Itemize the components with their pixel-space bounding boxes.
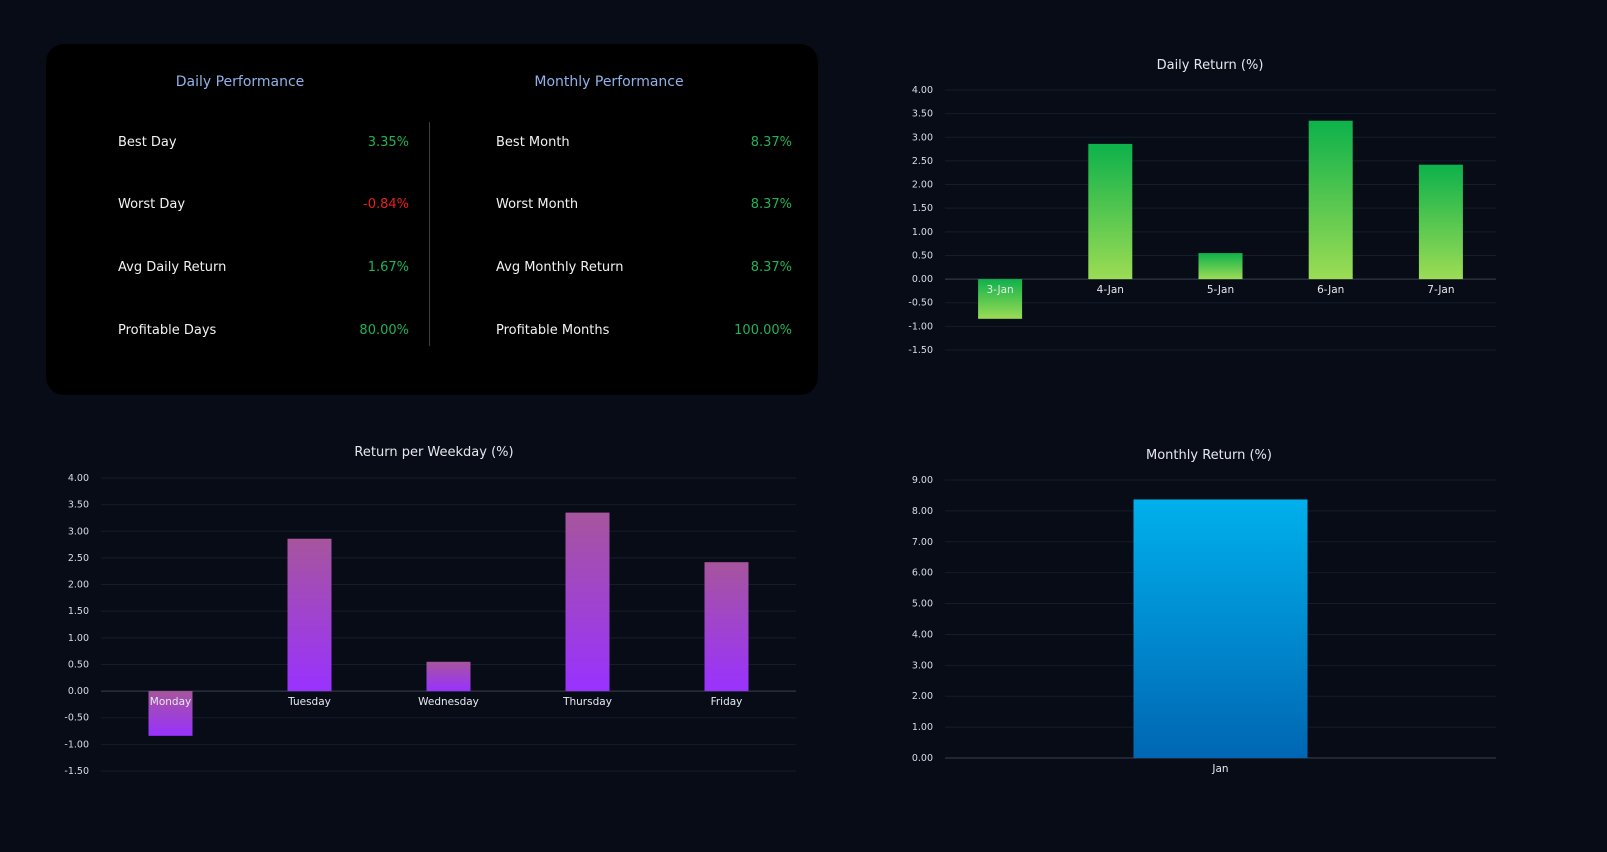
y-tick-label: 2.50 [68,553,89,564]
y-tick-label: 4.00 [912,85,933,96]
x-tick-label: 3-Jan [986,284,1013,296]
y-tick-label: -1.50 [908,345,933,356]
y-tick-label: 3.50 [912,109,933,120]
bar-5-jan[interactable] [1198,253,1243,280]
y-tick-label: 6.00 [912,568,933,579]
avg-monthly-return-value: 8.37% [750,260,792,275]
bar-4-jan[interactable] [1088,143,1133,280]
y-tick-label: -1.00 [64,739,89,750]
y-tick-label: 3.00 [68,526,89,537]
x-tick-label: 7-Jan [1427,284,1454,296]
bar-7-jan[interactable] [1418,164,1463,280]
y-tick-label: 4.00 [912,629,933,640]
y-tick-label: -0.50 [908,298,933,309]
x-tick-label: Jan [1211,763,1228,775]
profitable-months-label: Profitable Months [496,323,610,338]
bar-thursday[interactable] [565,512,610,692]
bar-6-jan[interactable] [1308,120,1353,280]
y-tick-label: -0.50 [64,713,89,724]
y-tick-label: 0.00 [912,274,933,285]
y-tick-label: -1.50 [64,766,89,777]
stats-divider [429,122,430,346]
bar-monday[interactable] [148,691,193,736]
y-tick-label: 2.00 [912,691,933,702]
y-tick-label: 2.00 [912,180,933,191]
worst-month-value: 8.37% [750,197,792,212]
performance-summary-card: Daily Performance Monthly Performance Be… [46,44,818,395]
avg-daily-return-value: 1.67% [367,260,409,275]
y-tick-label: 7.00 [912,537,933,548]
bar-tuesday[interactable] [287,538,332,692]
y-tick-label: -1.00 [908,321,933,332]
y-tick-label: 1.00 [912,722,933,733]
avg-monthly-return-label: Avg Monthly Return [496,260,624,275]
y-tick-label: 1.50 [68,606,89,617]
y-tick-label: 3.50 [68,500,89,511]
chart-title: Monthly Return (%) [1146,448,1272,463]
worst-month-label: Worst Month [496,197,579,212]
profitable-days-value: 80.00% [359,323,409,338]
y-tick-label: 5.00 [912,599,933,610]
y-tick-label: 2.50 [912,156,933,167]
avg-daily-return-label: Avg Daily Return [118,260,227,275]
y-tick-label: 0.00 [68,686,89,697]
x-tick-label: 4-Jan [1097,284,1124,296]
best-day-label: Best Day [118,135,177,150]
y-tick-label: 0.00 [912,753,933,764]
y-tick-label: 1.00 [68,633,89,644]
x-tick-label: Thursday [562,696,612,708]
bar-jan[interactable] [1133,499,1308,758]
y-tick-label: 0.50 [68,659,89,670]
y-tick-label: 3.00 [912,660,933,671]
monthly-performance-title: Monthly Performance [534,74,684,90]
best-month-label: Best Month [496,135,570,150]
chart-title: Daily Return (%) [1157,58,1264,73]
y-tick-label: 1.00 [912,227,933,238]
y-tick-label: 1.50 [912,203,933,214]
x-tick-label: Tuesday [287,696,331,708]
best-month-value: 8.37% [750,135,792,150]
y-tick-label: 3.00 [912,132,933,143]
bar-wednesday[interactable] [426,661,471,692]
profitable-months-value: 100.00% [734,323,792,338]
x-tick-label: Friday [711,696,743,708]
y-tick-label: 8.00 [912,506,933,517]
worst-day-value: -0.84% [363,197,409,212]
bar-3-jan[interactable] [978,279,1023,319]
profitable-days-label: Profitable Days [118,323,217,338]
y-tick-label: 9.00 [912,475,933,486]
worst-day-label: Worst Day [118,197,186,212]
chart-title: Return per Weekday (%) [354,445,513,460]
best-day-value: 3.35% [367,135,409,150]
y-tick-label: 4.00 [68,473,89,484]
y-tick-label: 0.50 [912,250,933,261]
bar-friday[interactable] [704,562,749,692]
x-tick-label: Wednesday [418,696,479,708]
y-tick-label: 2.00 [68,580,89,591]
x-tick-label: 5-Jan [1207,284,1234,296]
daily-performance-title: Daily Performance [175,74,305,90]
x-tick-label: Monday [150,696,191,708]
x-tick-label: 6-Jan [1317,284,1344,296]
